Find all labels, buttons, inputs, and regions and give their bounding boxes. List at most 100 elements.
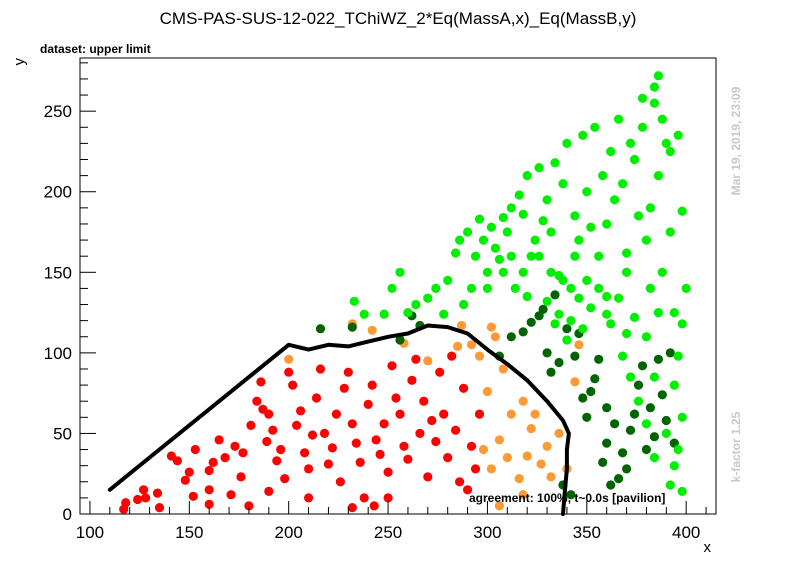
data-point-darkgreen — [550, 290, 560, 300]
data-point-green — [522, 291, 532, 302]
data-point-darkgreen — [506, 332, 516, 342]
data-point-orange — [284, 354, 294, 364]
data-point-red — [264, 486, 274, 496]
data-point-green — [403, 308, 413, 318]
x-tick-label: 150 — [175, 523, 203, 542]
data-point-green — [443, 275, 453, 285]
data-point-red — [307, 430, 318, 440]
data-point-green — [463, 227, 473, 237]
data-point-red — [355, 457, 365, 467]
data-point-red — [244, 501, 254, 511]
data-point-green — [618, 179, 628, 189]
data-point-red — [335, 477, 345, 487]
data-point-green — [673, 351, 683, 361]
data-point-darkgreen — [315, 324, 326, 334]
data-point-red — [459, 383, 469, 393]
chart-title: CMS-PAS-SUS-12-022_TChiWZ_2*Eq(MassA,x)_… — [160, 9, 637, 28]
data-point-green — [542, 296, 552, 306]
data-point-green — [622, 267, 632, 277]
data-point-red — [363, 399, 373, 409]
data-point-red — [411, 354, 421, 364]
data-point-orange — [498, 364, 508, 374]
x-tick-label: 400 — [672, 523, 700, 542]
data-point-darkgreen — [641, 444, 652, 455]
data-point-red — [280, 474, 290, 484]
data-point-red — [443, 453, 453, 463]
data-point-red — [226, 490, 236, 500]
data-point-red — [466, 441, 477, 451]
x-tick-label: 350 — [573, 523, 601, 542]
data-point-orange — [474, 351, 485, 361]
data-point-green — [657, 267, 667, 277]
data-point-green — [478, 235, 489, 245]
data-point-green — [562, 138, 572, 148]
data-point-green — [677, 486, 687, 496]
y-axis: 0 50 100 150 200 250 — [44, 62, 96, 524]
exclusion-contour-line — [107, 323, 571, 516]
data-point-orange — [522, 451, 532, 461]
x-tick-label: 100 — [76, 523, 104, 542]
data-point-red — [204, 465, 214, 476]
data-point-green — [594, 283, 604, 293]
data-point-orange — [490, 332, 500, 342]
data-point-red — [252, 396, 262, 406]
data-point-green — [614, 114, 624, 124]
data-point-darkgreen — [594, 354, 604, 364]
data-point-red — [141, 493, 151, 503]
data-point-red — [300, 448, 310, 458]
data-point-red — [359, 493, 369, 503]
data-point-green — [522, 171, 532, 181]
data-point-green — [657, 114, 667, 124]
data-point-green — [645, 203, 656, 213]
data-point-green — [594, 251, 604, 261]
data-point-green — [530, 235, 540, 245]
data-point-red — [455, 477, 465, 487]
data-point-green — [641, 332, 652, 342]
data-point-green — [349, 296, 359, 306]
data-point-red — [391, 393, 401, 403]
data-point-green — [625, 138, 636, 148]
data-point-green — [534, 251, 544, 261]
data-point-red — [315, 364, 326, 374]
data-point-darkgreen — [645, 403, 656, 413]
data-point-red — [268, 425, 278, 435]
data-point-red — [256, 377, 266, 387]
data-point-red — [139, 485, 149, 495]
kfactor-label: k-factor 1.25 — [729, 411, 743, 482]
data-point-green — [566, 316, 576, 326]
data-point-orange — [466, 340, 477, 350]
data-point-green — [669, 380, 679, 390]
data-point-orange — [518, 490, 528, 500]
data-point-red — [152, 488, 163, 498]
data-point-green — [637, 122, 648, 132]
data-point-red — [435, 367, 445, 377]
data-point-green — [586, 222, 596, 232]
data-point-darkgreen — [554, 357, 564, 368]
data-point-darkgreen — [653, 354, 664, 364]
data-point-green — [482, 267, 492, 277]
data-point-red — [347, 503, 357, 513]
data-point-green — [677, 412, 687, 422]
data-point-darkgreen — [625, 425, 636, 435]
data-point-darkgreen — [614, 474, 624, 484]
data-point-darkgreen — [610, 419, 620, 429]
data-point-green — [359, 309, 369, 319]
data-point-green — [606, 146, 616, 157]
data-point-red — [292, 420, 302, 430]
data-point-darkgreen — [602, 403, 612, 413]
data-point-green — [661, 428, 671, 438]
data-point-green — [637, 93, 648, 103]
data-point-green — [641, 419, 652, 429]
data-point-red — [399, 441, 409, 451]
data-point-red — [419, 396, 429, 406]
data-point-orange — [514, 474, 524, 484]
data-point-red — [351, 438, 361, 448]
data-point-red — [264, 409, 274, 419]
data-point-red — [311, 393, 322, 403]
dataset-label: dataset: upper limit — [40, 42, 151, 56]
data-point-red — [262, 436, 272, 447]
data-point-darkgreen — [622, 464, 632, 474]
data-point-red — [327, 443, 337, 453]
